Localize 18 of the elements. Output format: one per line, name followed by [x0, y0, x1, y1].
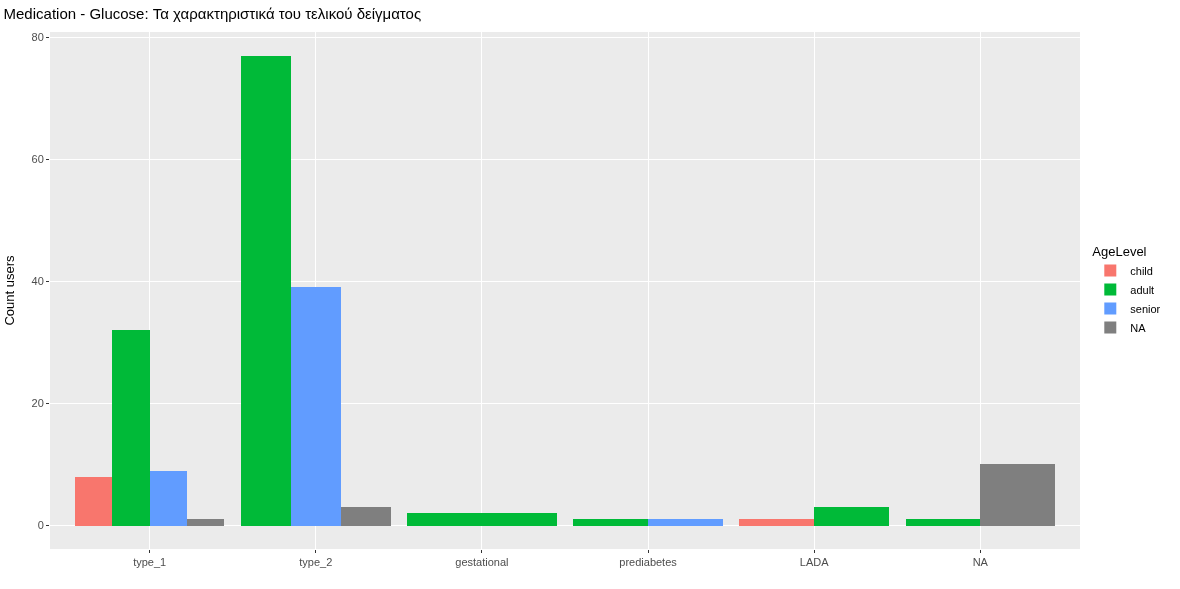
- x-tick-label: prediabetes: [619, 556, 678, 569]
- legend-label: adult: [1130, 283, 1155, 296]
- legend-label: child: [1130, 264, 1153, 277]
- y-tick-label: 0: [37, 519, 44, 532]
- y-tick-label: 20: [31, 397, 44, 410]
- y-tick-label: 80: [31, 31, 44, 44]
- y-tick-label: 40: [31, 275, 44, 288]
- y-tick-label: 60: [31, 153, 44, 166]
- legend-label: senior: [1130, 302, 1161, 315]
- x-tick-label: type_1: [133, 556, 167, 569]
- legend-label: NA: [1130, 321, 1147, 334]
- legend-title: AgeLevel: [1092, 243, 1147, 259]
- x-tick-label: type_2: [299, 556, 333, 569]
- chart-title: Medication - Glucose: Τα χαρακτηριστικά του τελικού δείγματος: [3, 5, 422, 23]
- x-tick-label: NA: [972, 556, 989, 569]
- x-tick-label: LADA: [799, 556, 830, 569]
- y-axis-title: Count users: [2, 254, 17, 326]
- x-tick-label: gestational: [455, 556, 509, 569]
